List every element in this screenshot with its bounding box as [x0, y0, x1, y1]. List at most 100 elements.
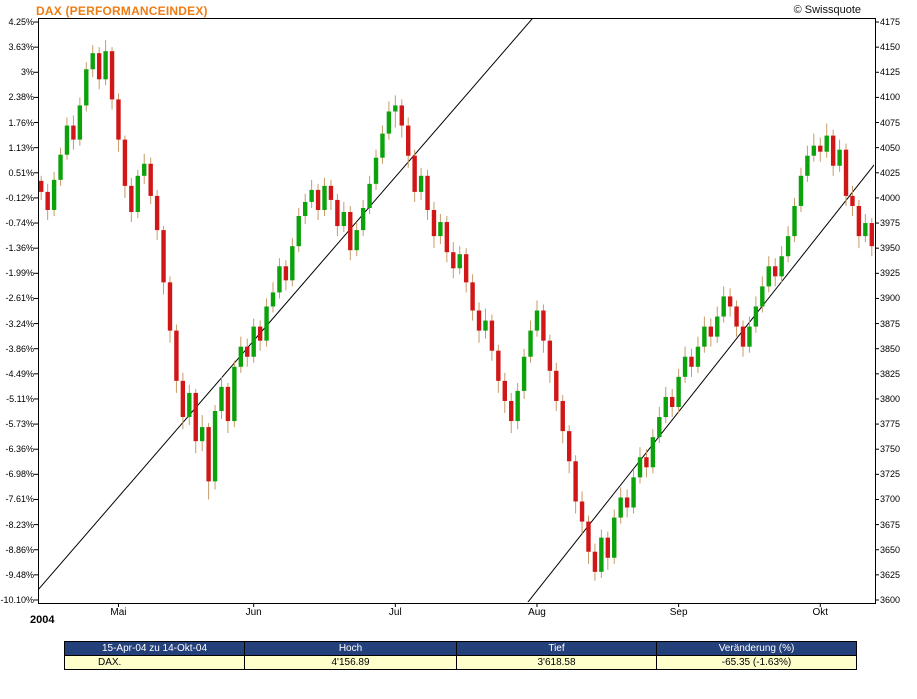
candle-body-up: [650, 437, 656, 468]
left-axis-label: -10.10%: [0, 594, 34, 605]
candle-body-down: [328, 185, 334, 200]
candle-body-down: [399, 105, 404, 126]
right-axis-label: 4000: [880, 192, 901, 203]
right-axis-label: 3950: [880, 243, 901, 254]
candle-body-up: [232, 366, 237, 422]
right-axis-label: 3925: [880, 268, 901, 279]
candle-body-down: [560, 400, 565, 432]
candle-body-up: [238, 346, 244, 367]
candle-body-down: [605, 537, 611, 558]
candle-body-down: [470, 282, 475, 311]
candle-body-down: [463, 254, 469, 283]
candle-body-down: [431, 209, 437, 237]
candle-body-down: [624, 497, 630, 508]
candle: [669, 388, 675, 418]
candle-body-up: [599, 537, 604, 572]
candle: [451, 242, 456, 279]
summary-high-header: Hoch: [244, 641, 457, 656]
candle: [238, 336, 244, 373]
candle-body-down: [348, 211, 353, 251]
candle: [695, 336, 701, 373]
candle: [154, 189, 160, 241]
candle: [309, 179, 314, 208]
candle: [264, 298, 269, 347]
candle-body-up: [354, 230, 359, 251]
month-label: Jun: [245, 607, 262, 618]
candle: [463, 248, 469, 293]
candle: [715, 306, 720, 343]
right-axis-label: 3975: [880, 218, 901, 229]
summary-period-header: 15-Apr-04 zu 14-Okt-04: [64, 641, 245, 656]
candle-body-down: [425, 175, 430, 210]
candle-body-down: [45, 191, 50, 210]
candle: [521, 348, 527, 399]
candle-body-up: [715, 316, 720, 337]
candle: [573, 455, 578, 514]
candle-body-up: [341, 211, 347, 227]
candle-body-up: [212, 411, 218, 482]
candle-body-down: [335, 199, 340, 227]
candle: [360, 199, 366, 237]
candle-body-down: [154, 195, 160, 231]
candle: [257, 320, 263, 351]
candle-body-down: [193, 392, 198, 442]
candle-body-down: [39, 180, 44, 192]
left-axis-label: -0.12%: [5, 192, 34, 203]
candle-body-up: [702, 326, 707, 347]
candle: [663, 386, 668, 424]
right-axis-label: 4100: [880, 92, 901, 103]
candle-body-down: [174, 330, 179, 381]
candle: [270, 282, 276, 313]
candle-body-down: [708, 326, 714, 337]
candle: [515, 382, 520, 430]
candle: [760, 276, 765, 313]
candle: [805, 145, 810, 182]
candle-body-up: [296, 216, 301, 247]
candle-body-up: [322, 185, 327, 210]
candle-body-up: [199, 427, 205, 442]
candle: [193, 388, 198, 454]
candle: [161, 226, 166, 295]
candle: [251, 318, 256, 363]
candle-body-down: [869, 223, 874, 247]
candle-body-up: [51, 179, 57, 210]
right-axis-label: 3800: [880, 393, 901, 404]
summary-data-row: DAX. 4'156.89 3'618.58 -65.35 (-1.63%): [64, 655, 857, 670]
candle: [64, 117, 70, 160]
left-axis-label: 0.51%: [8, 167, 34, 178]
candle: [727, 288, 733, 317]
candle: [425, 169, 430, 221]
candle-body-up: [515, 390, 520, 422]
left-axis-label: -6.36%: [5, 444, 34, 455]
candle-body-down: [547, 340, 553, 371]
month-label: Mai: [110, 607, 127, 618]
candle-body-up: [58, 154, 63, 180]
left-axis-label: 3%: [20, 67, 34, 78]
page-title: DAX (PERFORMANCEINDEX): [36, 4, 208, 18]
candle-body-down: [830, 135, 836, 166]
candle-body-down: [727, 296, 733, 307]
candle-body-down: [206, 427, 211, 482]
candle-body-up: [187, 392, 192, 418]
summary-instrument: DAX.: [64, 655, 245, 670]
candle-body-down: [180, 380, 186, 418]
candle-body-up: [534, 310, 540, 331]
left-axis-label: 3.63%: [8, 42, 34, 53]
candle: [399, 99, 404, 138]
candle: [785, 226, 791, 263]
candle: [528, 320, 533, 363]
candle: [682, 346, 688, 383]
candle-body-up: [766, 266, 771, 287]
candle-body-down: [129, 185, 134, 212]
candle-body-up: [863, 223, 868, 237]
candle-body-down: [740, 326, 746, 347]
candle: [212, 404, 218, 490]
candle: [631, 469, 636, 514]
candle: [206, 423, 211, 500]
candle-body-up: [457, 254, 462, 269]
candle-body-down: [116, 99, 121, 140]
candle-body-down: [592, 551, 598, 572]
candle: [766, 256, 771, 293]
candle-body-up: [663, 396, 668, 418]
candle: [77, 97, 83, 146]
